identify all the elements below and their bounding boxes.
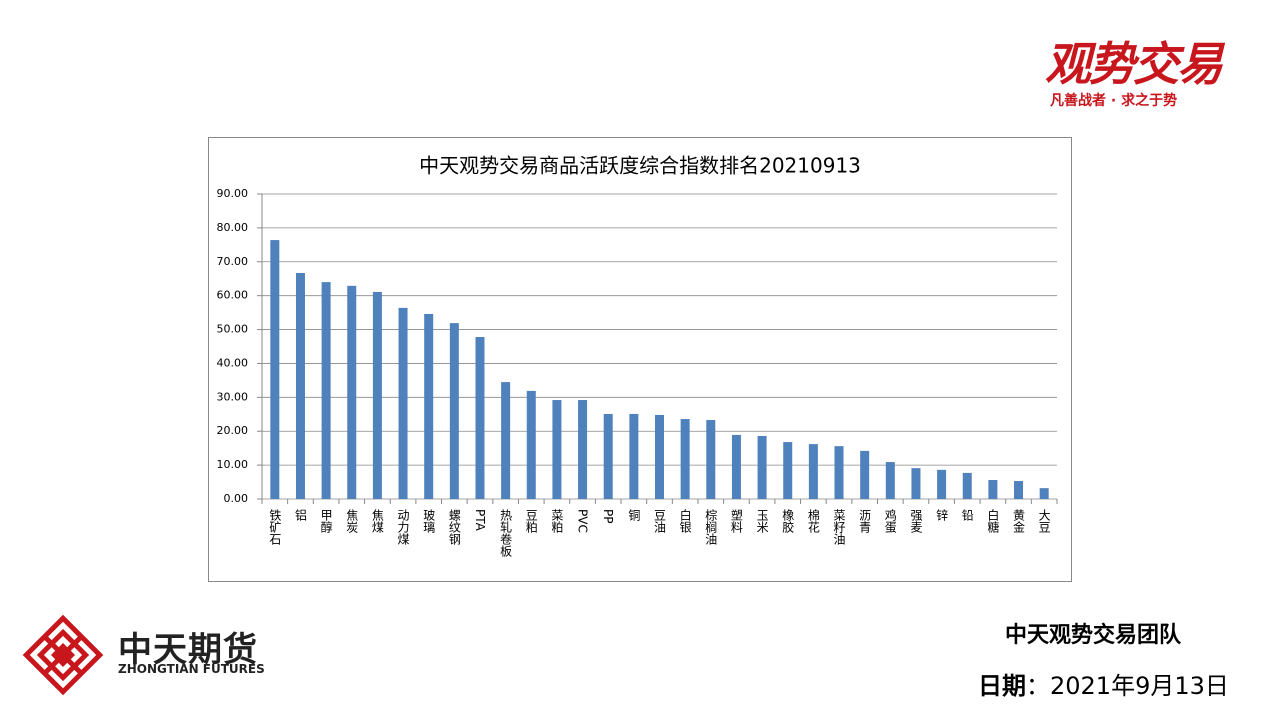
bar xyxy=(398,307,408,499)
bar xyxy=(655,414,664,499)
x-tick-label: 焦煤 xyxy=(370,509,384,533)
x-tick-label: 棕榈油 xyxy=(704,508,718,545)
y-tick-label: 10.00 xyxy=(217,458,249,471)
y-tick-label: 70.00 xyxy=(217,255,249,268)
bar xyxy=(937,469,947,499)
x-tick-label: 沥青 xyxy=(858,509,872,534)
x-tick-label: 焦炭 xyxy=(345,509,359,534)
x-tick-label: 锌 xyxy=(935,509,949,521)
x-tick-label: 甲醇 xyxy=(319,509,333,533)
x-tick-label: 铅 xyxy=(960,509,974,521)
x-tick-label: 菜粕 xyxy=(550,509,564,533)
bar xyxy=(629,413,639,499)
bar xyxy=(757,435,767,499)
brand-title: 观势交易 xyxy=(1045,37,1223,91)
x-tick-label: 玉米 xyxy=(755,509,769,533)
bar xyxy=(834,446,844,499)
company-name-en: ZHONGTIAN FUTURES xyxy=(118,662,265,676)
bar xyxy=(449,323,459,499)
date-value: ：2021年9月13日 xyxy=(1026,672,1229,700)
company-name: 中天期货 xyxy=(118,630,258,670)
x-tick-label: 强麦 xyxy=(909,509,923,534)
x-tick-label: 黄金 xyxy=(1012,509,1026,533)
date-label: 日期 xyxy=(978,672,1026,700)
x-tick-label: 橡胶 xyxy=(781,509,795,534)
bar xyxy=(706,420,716,499)
bar xyxy=(1039,488,1049,499)
bar xyxy=(424,313,434,499)
y-tick-label: 80.00 xyxy=(217,221,249,234)
bar xyxy=(475,337,485,499)
x-tick-label: 铝 xyxy=(293,508,307,521)
x-tick-label: PTA xyxy=(473,509,487,532)
brand-slogan: 凡善战者 · 求之于势 xyxy=(1050,93,1178,109)
x-tick-label: 豆粕 xyxy=(524,509,538,533)
x-tick-label: 螺纹钢 xyxy=(447,509,461,545)
y-tick-label: 40.00 xyxy=(217,356,249,369)
x-tick-label: 白糖 xyxy=(986,508,1000,534)
bar xyxy=(1014,481,1024,499)
bar xyxy=(808,444,818,499)
footer-team: 中天观势交易团队 xyxy=(1005,623,1182,648)
x-tick-label: 白银 xyxy=(678,508,692,533)
bar xyxy=(347,285,357,499)
bar xyxy=(295,272,305,499)
y-tick-label: 90.00 xyxy=(217,187,249,200)
x-tick-label: 鸡蛋 xyxy=(883,508,897,534)
bar xyxy=(885,462,895,499)
bar xyxy=(680,419,690,499)
x-tick-label: 棉花 xyxy=(806,509,820,534)
y-tick-label: 50.00 xyxy=(217,323,249,336)
y-tick-label: 20.00 xyxy=(217,424,249,437)
x-tick-label: PP xyxy=(601,509,615,523)
y-tick-label: 0.00 xyxy=(224,492,249,505)
x-tick-label: 动力煤 xyxy=(396,509,410,545)
x-tick-label: 豆油 xyxy=(653,509,667,533)
x-tick-label: 塑料 xyxy=(729,508,743,533)
bar xyxy=(603,413,613,499)
bar xyxy=(501,382,511,499)
bar xyxy=(552,400,562,499)
y-tick-label: 30.00 xyxy=(217,390,249,403)
chart-title: 中天观势交易商品活跃度综合指数排名20210913 xyxy=(419,154,861,178)
x-tick-label: PVC xyxy=(576,509,590,533)
x-tick-label: 大豆 xyxy=(1037,509,1051,533)
bar xyxy=(911,468,921,499)
plot: 0.00 10.00 20.00 30.00 40.00 50.00 60.00 70.00 8… xyxy=(217,187,1058,558)
bar xyxy=(731,434,741,499)
footer-date: 日期：2021年9月13日 xyxy=(978,666,1229,701)
company-logo xyxy=(22,614,104,696)
bar xyxy=(321,282,331,499)
bar xyxy=(860,450,870,499)
x-tick-label: 热轧卷板 xyxy=(499,509,513,558)
bar xyxy=(988,480,998,499)
bar xyxy=(783,442,793,499)
x-tick-label: 菜籽油 xyxy=(832,509,846,545)
y-tick-label: 60.00 xyxy=(217,289,249,302)
bar xyxy=(270,240,280,500)
x-tick-label: 玻璃 xyxy=(422,509,436,534)
bar xyxy=(526,390,536,499)
x-tick-label: 铁矿石 xyxy=(268,509,282,545)
bar xyxy=(962,472,972,499)
bar xyxy=(372,291,382,499)
bar xyxy=(578,400,588,499)
x-tick-label: 铜 xyxy=(627,508,641,521)
